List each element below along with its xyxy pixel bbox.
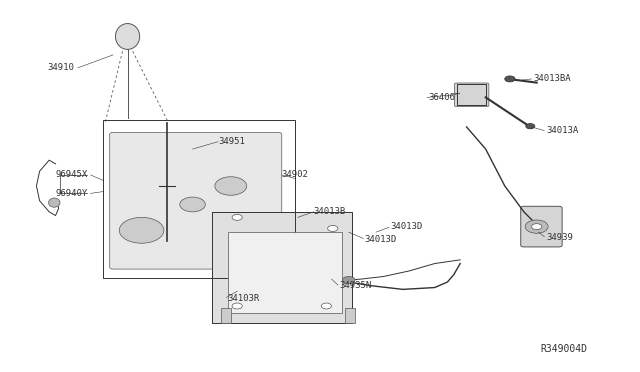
Text: 96940Y: 96940Y bbox=[55, 189, 88, 198]
Bar bbox=[346, 308, 355, 323]
Text: 34951: 34951 bbox=[218, 137, 245, 146]
Circle shape bbox=[342, 276, 355, 284]
Circle shape bbox=[525, 220, 548, 233]
FancyBboxPatch shape bbox=[521, 206, 562, 247]
Bar bbox=[221, 308, 231, 323]
Text: 34103R: 34103R bbox=[228, 294, 260, 303]
Circle shape bbox=[526, 124, 535, 129]
Text: 34013B: 34013B bbox=[314, 207, 346, 217]
Circle shape bbox=[232, 214, 243, 220]
Text: 96945X: 96945X bbox=[55, 170, 88, 179]
Text: 34935N: 34935N bbox=[339, 281, 371, 290]
Text: 34013BA: 34013BA bbox=[534, 74, 571, 83]
Ellipse shape bbox=[115, 23, 140, 49]
Ellipse shape bbox=[49, 198, 60, 207]
Text: 36406T: 36406T bbox=[428, 93, 461, 102]
Bar bbox=[212, 212, 352, 323]
Text: 34013D: 34013D bbox=[365, 235, 397, 244]
Text: R349004D: R349004D bbox=[541, 344, 588, 354]
Text: 34939: 34939 bbox=[546, 233, 573, 242]
Circle shape bbox=[328, 225, 338, 231]
Text: 34902: 34902 bbox=[282, 170, 308, 179]
Circle shape bbox=[505, 76, 515, 82]
Bar bbox=[103, 119, 294, 278]
Circle shape bbox=[532, 224, 541, 230]
FancyBboxPatch shape bbox=[454, 83, 489, 107]
Circle shape bbox=[321, 303, 332, 309]
Text: 34910: 34910 bbox=[48, 63, 75, 72]
Text: 34013D: 34013D bbox=[390, 222, 422, 231]
Bar bbox=[228, 232, 342, 313]
Circle shape bbox=[232, 303, 243, 309]
Circle shape bbox=[215, 177, 246, 195]
Circle shape bbox=[180, 197, 205, 212]
Circle shape bbox=[119, 217, 164, 243]
Text: 34013A: 34013A bbox=[546, 126, 579, 135]
FancyBboxPatch shape bbox=[109, 132, 282, 269]
